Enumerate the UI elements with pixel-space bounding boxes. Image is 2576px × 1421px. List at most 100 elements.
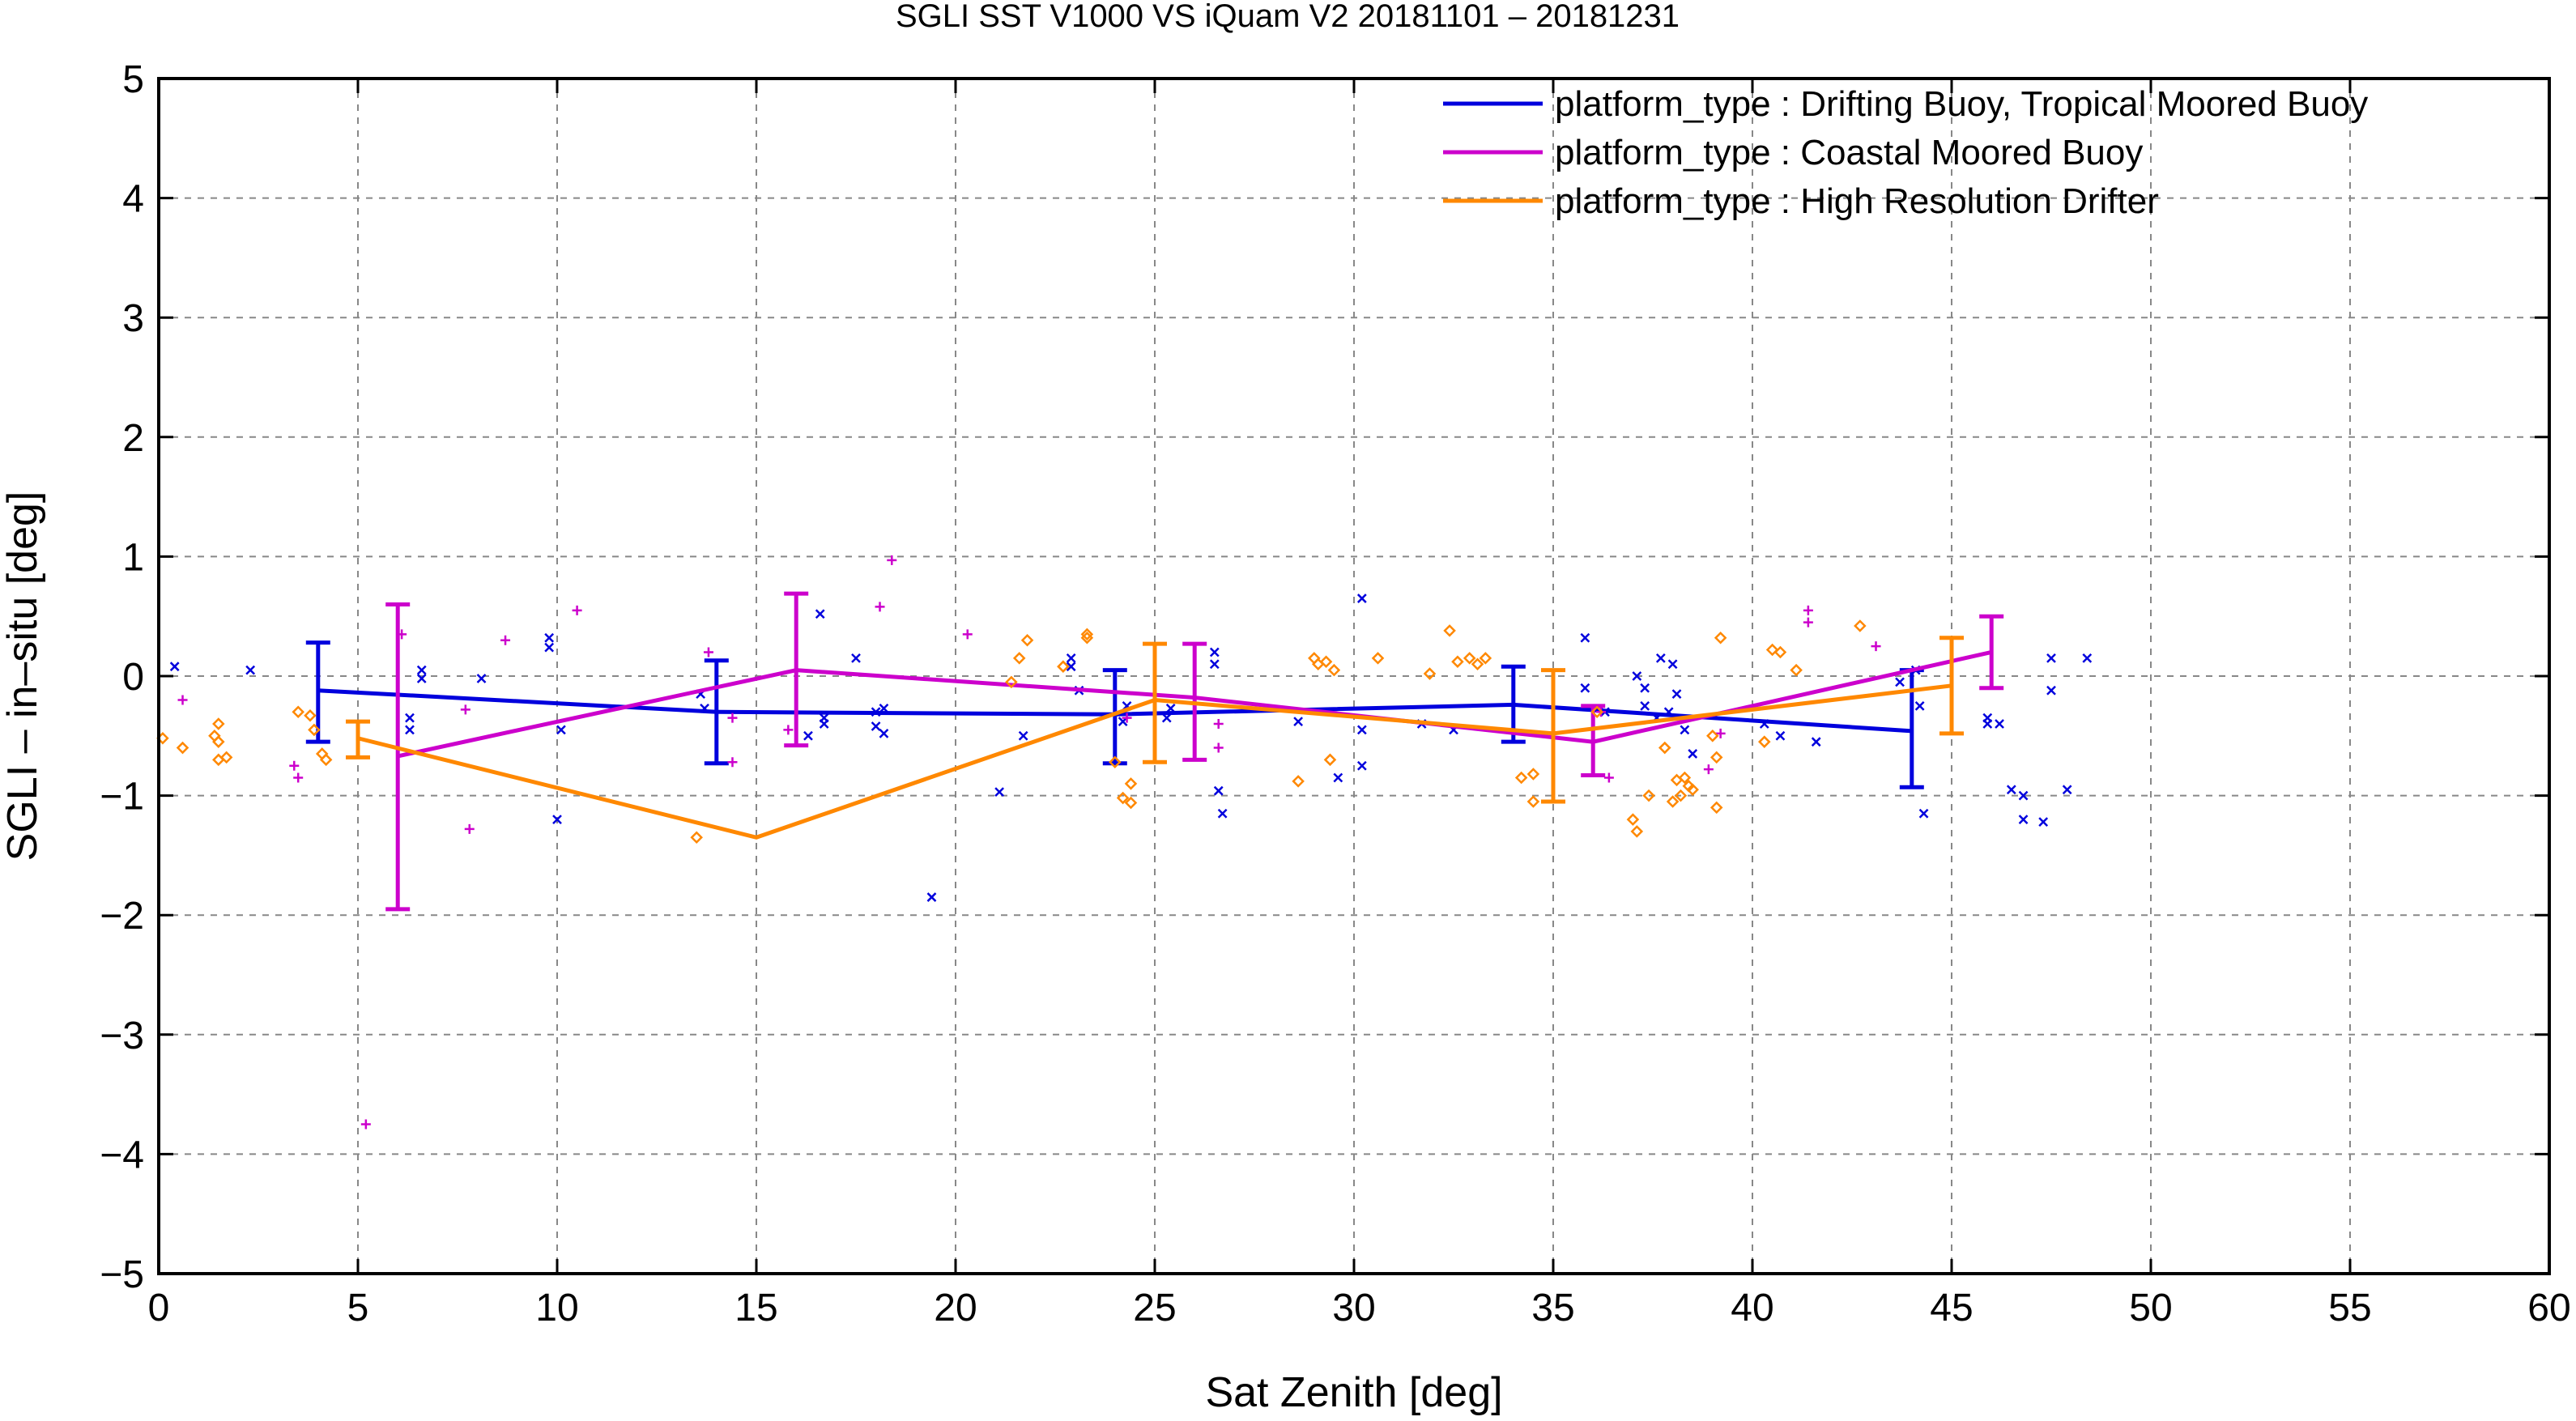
scatter-point: [212, 735, 225, 748]
scatter-point: [1308, 652, 1321, 665]
scatter-point: [1018, 730, 1028, 741]
scatter-point: [1811, 737, 1821, 747]
legend-entry: platform_type : Coastal Moored Buoy: [1555, 133, 2143, 172]
series: [156, 555, 2093, 1130]
scatter-point: [2018, 790, 2029, 801]
scatter-point: [1356, 760, 1367, 771]
scatter-point: [1688, 749, 1698, 759]
scatter-point: [1057, 660, 1070, 673]
scatter-point: [2018, 815, 2029, 825]
error-bar: [1143, 641, 1167, 764]
x-tick-label: 35: [1531, 1287, 1574, 1330]
scatter-point: [416, 665, 427, 675]
scatter-point: [879, 728, 889, 738]
scatter-point: [1005, 675, 1018, 689]
error-bar: [704, 658, 729, 766]
scatter-point: [1658, 741, 1671, 755]
scatter-point: [544, 642, 555, 653]
scatter-point: [1580, 683, 1590, 693]
scatter-point: [1213, 742, 1224, 753]
scatter-point: [727, 713, 738, 723]
scatter-point: [1710, 801, 1723, 815]
scatter-point: [245, 665, 256, 675]
x-tick-label: 20: [934, 1287, 977, 1330]
scatter-point: [360, 1119, 371, 1130]
scatter-point: [1642, 789, 1655, 802]
scatter-point: [1292, 775, 1305, 788]
scatter-point: [2046, 653, 2056, 663]
scatter-point: [871, 721, 881, 731]
scatter-point: [1918, 808, 1929, 819]
scatter-point: [176, 741, 189, 755]
error-bar: [305, 640, 330, 744]
scatter-point: [552, 815, 562, 825]
scatter-point: [2038, 817, 2049, 827]
scatter-point: [1479, 652, 1492, 665]
scatter-point: [1666, 795, 1680, 808]
x-tick-label: 50: [2129, 1287, 2172, 1330]
scatter-point: [1066, 653, 1076, 663]
scatter-point: [1871, 641, 1881, 652]
scatter-point: [1667, 659, 1678, 670]
scatter-point: [1333, 772, 1343, 783]
scatter-point: [1580, 632, 1590, 643]
error-bar: [784, 591, 809, 748]
scatter-point: [1443, 624, 1456, 637]
y-tick-label: 1: [122, 536, 144, 579]
scatter-point: [1678, 771, 1692, 785]
scatter-point: [1640, 701, 1650, 711]
x-axis-label: Sat Zenith [deg]: [1205, 1369, 1502, 1416]
scatter-point: [1423, 667, 1437, 680]
scatter-point: [169, 662, 180, 672]
scatter-point: [1109, 755, 1122, 769]
scatter-point: [1790, 663, 1803, 677]
scatter-point: [1803, 605, 1813, 615]
scatter-point: [208, 730, 221, 742]
error-bar: [1939, 636, 1964, 736]
scatter-point: [690, 831, 703, 845]
scatter-point: [1706, 730, 1719, 742]
scatter-point: [1775, 730, 1786, 741]
scatter-point: [962, 629, 973, 640]
x-tick-label: 5: [347, 1287, 369, 1330]
scatter-point: [1319, 655, 1333, 669]
scatter-point: [1116, 791, 1130, 805]
scatter-point: [1640, 683, 1650, 693]
scatter-point: [460, 704, 470, 715]
x-tick-label: 15: [734, 1287, 777, 1330]
x-tick-label: 45: [1930, 1287, 1973, 1330]
scatter-point: [556, 725, 566, 735]
y-tick-label: −3: [100, 1015, 144, 1057]
scatter-point: [1995, 719, 2004, 729]
scatter-point: [293, 772, 304, 783]
chart-title: SGLI SST V1000 VS iQuam V2 20181101 – 20…: [896, 0, 1680, 34]
grid: [159, 79, 2549, 1274]
scatter-point: [1209, 647, 1220, 657]
scatter-point: [544, 632, 555, 643]
x-tick-label: 55: [2328, 1287, 2371, 1330]
scatter-point: [703, 647, 713, 657]
error-bar: [346, 719, 370, 759]
scatter-point: [1655, 653, 1666, 663]
scatter-point: [219, 751, 233, 764]
scatter-point: [1632, 671, 1642, 681]
scatter-point: [1161, 713, 1172, 723]
scatter-point: [1514, 771, 1528, 785]
scatter-point: [464, 823, 475, 834]
scatter-point: [319, 753, 333, 767]
y-tick-label: −2: [100, 895, 144, 938]
scatter-point: [1715, 728, 1726, 738]
scatter-point: [1327, 663, 1341, 677]
scatter-point: [1526, 795, 1540, 808]
scatter-point: [2062, 785, 2072, 795]
scatter-point: [2046, 685, 2056, 696]
x-tick-label: 40: [1731, 1287, 1773, 1330]
scatter-point: [1773, 645, 1787, 659]
scatter-point: [1080, 628, 1094, 641]
error-bar: [1581, 704, 1606, 778]
scatter-point: [1451, 655, 1464, 669]
scatter-point: [994, 787, 1005, 798]
scatter-point: [1323, 753, 1337, 767]
y-tick-label: 2: [122, 417, 144, 460]
